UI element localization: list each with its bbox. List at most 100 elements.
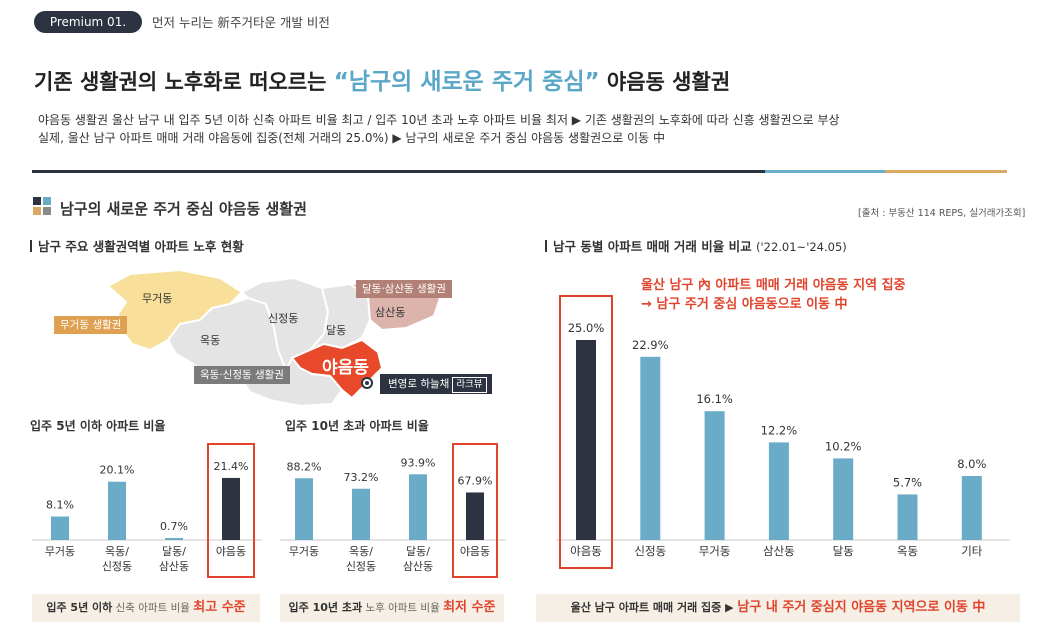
value-label: 93.9% bbox=[401, 456, 436, 469]
bar bbox=[51, 516, 69, 540]
value-label: 20.1% bbox=[100, 464, 135, 477]
highlight-box bbox=[207, 443, 255, 578]
value-label: 0.7% bbox=[160, 520, 188, 533]
category-label: 야음동 bbox=[460, 545, 490, 558]
value-label: 5.7% bbox=[893, 475, 922, 489]
bar bbox=[466, 492, 484, 540]
category-label: 야음동 bbox=[570, 544, 602, 558]
right-panel-title-text: 남구 동별 아파트 매매 거래 비율 비교 bbox=[553, 239, 752, 254]
title-bar-mark bbox=[30, 240, 32, 252]
category-label: 무거동 bbox=[699, 544, 731, 558]
highlight-box bbox=[559, 295, 613, 569]
value-label: 10.2% bbox=[825, 439, 862, 453]
category-label: 옥동/ bbox=[105, 545, 129, 558]
category-label: 삼산동 bbox=[159, 560, 189, 573]
left-panel-title: 남구 주요 생활권역별 아파트 노후 현황 bbox=[30, 236, 244, 255]
source-note: [출처 : 부동산 114 REPS, 실거래가조회] bbox=[858, 208, 1026, 219]
category-label: 삼산동 bbox=[403, 560, 433, 573]
bar bbox=[409, 474, 427, 540]
map-label-sinjeong: 신정동 bbox=[268, 312, 299, 325]
value-label: 16.1% bbox=[696, 392, 733, 406]
chart1-title: 입주 5년 이하 아파트 비율 bbox=[30, 419, 166, 433]
map-label-mugeo: 무거동 bbox=[142, 292, 173, 305]
right-panel-title: 남구 동별 아파트 매매 거래 비율 비교 ('22.01~'24.05) bbox=[545, 236, 847, 255]
category-label: 달동/ bbox=[162, 545, 186, 558]
callout-line-1: 울산 남구 內 아파트 매매 거래 야음동 지역 집중 bbox=[641, 278, 906, 293]
bar bbox=[961, 476, 982, 540]
banner-new-bold: 입주 5년 이하 bbox=[46, 601, 113, 614]
bar bbox=[222, 477, 240, 540]
category-label: 옥동/ bbox=[349, 545, 373, 558]
value-label: 88.2% bbox=[287, 460, 322, 473]
summary-line-1: 야음동 생활권 울산 남구 내 입주 5년 이하 신축 아파트 비율 최고 / … bbox=[38, 113, 840, 127]
headline-before: 기존 생활권의 노후화로 떠오르는 bbox=[34, 70, 334, 94]
category-label: 달동 bbox=[833, 544, 854, 558]
apartment-sub: 라크뷰 bbox=[452, 377, 487, 393]
divider-blue bbox=[765, 170, 885, 173]
location-marker-dot bbox=[365, 381, 369, 385]
map-label-yaeum: 야음동 bbox=[322, 358, 369, 378]
section-title: 남구의 새로운 주거 중심 야음동 생활권 bbox=[60, 200, 307, 218]
banner-new-ratio: 입주 5년 이하 신축 아파트 비율 최고 수준 bbox=[32, 594, 260, 622]
value-label: 25.0% bbox=[568, 321, 605, 335]
summary-text: 야음동 생활권 울산 남구 내 입주 5년 이하 신축 아파트 비율 최고 / … bbox=[38, 111, 840, 147]
summary-line-2: 실제, 울산 남구 아파트 매매 거래 야음동에 집중(전체 거래의 25.0%… bbox=[38, 131, 665, 145]
tag-ok-sinjeong-area: 옥동·신정동 생활권 bbox=[194, 366, 290, 384]
map-label-samsan: 삼산동 bbox=[375, 306, 406, 319]
banner-old-dim: 노후 아파트 비율 bbox=[362, 602, 444, 614]
bar bbox=[352, 488, 370, 540]
map-label-okdong: 옥동 bbox=[200, 334, 221, 347]
value-label: 8.1% bbox=[46, 499, 74, 512]
banner-trade: 울산 남구 아파트 매매 거래 집중 ▶ 남구 내 주거 중심지 야음동 지역으… bbox=[536, 594, 1020, 622]
banner-new-dim: 신축 아파트 비율 bbox=[112, 602, 194, 614]
bar bbox=[576, 340, 596, 540]
value-label: 8.0% bbox=[957, 457, 986, 471]
category-label: 신정동 bbox=[102, 560, 132, 573]
banner-old-bold: 입주 10년 초과 bbox=[288, 601, 363, 614]
category-label: 신정동 bbox=[634, 544, 666, 558]
apartment-label: 변영로 하늘채 라크뷰 bbox=[380, 374, 492, 394]
tagline: 먼저 누리는 新주거타운 개발 비전 bbox=[152, 15, 330, 30]
premium-badge: Premium 01. bbox=[34, 11, 142, 33]
chart2-title: 입주 10년 초과 아파트 비율 bbox=[285, 419, 429, 433]
value-label: 12.2% bbox=[761, 423, 798, 437]
right-panel-period: ('22.01~'24.05) bbox=[755, 240, 847, 254]
banner-trade-em: 남구 내 주거 중심지 야음동 지역으로 이동 中 bbox=[737, 600, 986, 615]
bar bbox=[768, 442, 789, 540]
banner-old-em: 최저 수준 bbox=[443, 600, 496, 615]
value-label: 73.2% bbox=[344, 471, 379, 484]
headline-highlight: “남구의 새로운 주거 중심” bbox=[333, 69, 600, 95]
banner-old-ratio: 입주 10년 초과 노후 아파트 비율 최저 수준 bbox=[280, 594, 504, 622]
section-squares-icon bbox=[33, 197, 51, 215]
value-label: 21.4% bbox=[214, 460, 249, 473]
value-label: 22.9% bbox=[632, 338, 669, 352]
tag-mugeo-area: 무거동 생활권 bbox=[54, 316, 128, 334]
bar bbox=[295, 478, 313, 540]
trade-callout: 울산 남구 內 아파트 매매 거래 야음동 지역 집중 → 남구 주거 중심 야… bbox=[641, 276, 906, 314]
chart-new-apartment-ratio: 8.1% 무거동 20.1% 옥동/신정동 0.7% 달동/삼산동 21.4% 야음동 bbox=[32, 443, 262, 578]
bar bbox=[704, 411, 725, 540]
chart-old-apartment-ratio: 88.2% 무거동 73.2% 옥동/신정동 93.9% 달동/삼산동 67.9% 야음동 bbox=[280, 443, 506, 578]
apartment-name: 변영로 하늘채 bbox=[388, 378, 450, 390]
tag-dal-samsan-area: 달동·삼산동 생활권 bbox=[356, 280, 452, 298]
callout-line-2: → 남구 주거 중심 야음동으로 이동 中 bbox=[641, 297, 848, 312]
title-bar-mark bbox=[545, 240, 547, 252]
bar bbox=[897, 494, 918, 540]
bar bbox=[108, 481, 126, 540]
category-label: 야음동 bbox=[216, 545, 246, 558]
divider-dark bbox=[32, 170, 765, 173]
category-label: 기타 bbox=[961, 544, 983, 558]
district-map-svg bbox=[106, 268, 442, 408]
district-map: 무거동 옥동 신정동 달동 삼산동 야음동 무거동 생활권 달동·삼산동 생활권… bbox=[30, 258, 510, 408]
banner-new-em: 최고 수준 bbox=[193, 600, 246, 615]
category-label: 무거동 bbox=[289, 545, 319, 558]
category-label: 옥동 bbox=[897, 544, 918, 558]
page-title: 기존 생활권의 노후화로 떠오르는 “남구의 새로운 주거 중심” 야음동 생활… bbox=[34, 62, 730, 96]
category-label: 신정동 bbox=[346, 560, 376, 573]
category-label: 무거동 bbox=[45, 545, 75, 558]
bar bbox=[165, 537, 183, 540]
divider-gold bbox=[885, 170, 1007, 173]
category-label: 삼산동 bbox=[763, 544, 795, 558]
banner-trade-bold: 울산 남구 아파트 매매 거래 집중 ▶ bbox=[570, 601, 738, 614]
